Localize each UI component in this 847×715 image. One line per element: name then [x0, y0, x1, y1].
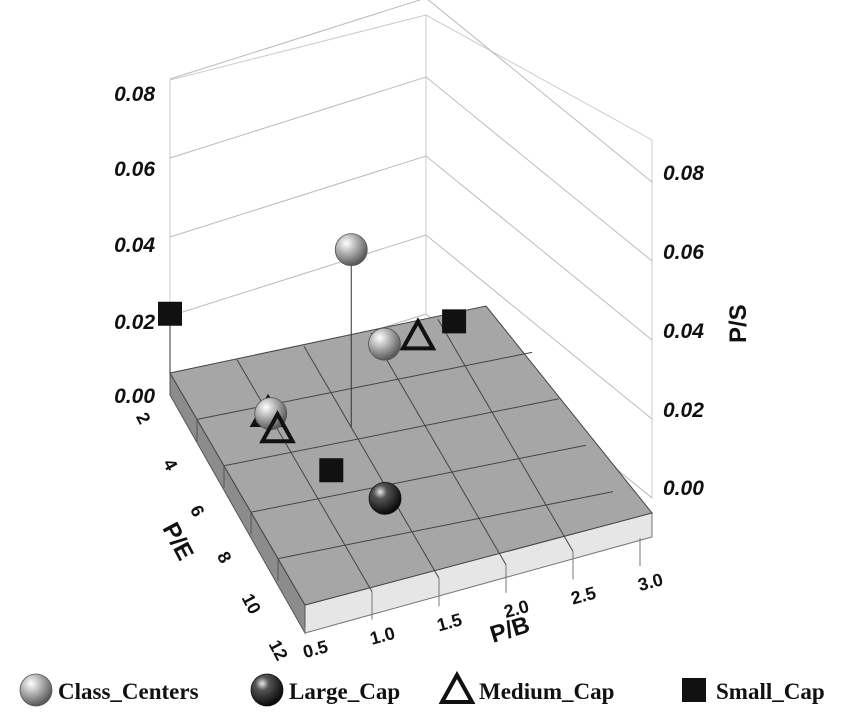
y-tick-label: 10: [238, 590, 265, 617]
y-tick-label: 12: [265, 637, 292, 664]
legend-item-large-cap: Large_Cap: [250, 673, 400, 707]
small-cap-marker: [442, 309, 467, 334]
data-markers: [158, 233, 467, 515]
floor-gridline: [277, 491, 614, 560]
wall-gridline: [169, 0, 653, 183]
wall-gridline: [169, 234, 653, 420]
wall-gridline: [169, 76, 653, 262]
legend-label: Small_Cap: [716, 679, 825, 704]
medium-cap-marker: [259, 410, 296, 444]
floor-gridline: [250, 444, 587, 513]
floor-gridline: [236, 359, 373, 592]
z-tick-label-right: 0.04: [663, 320, 704, 343]
floor-gridline: [303, 345, 440, 579]
z-tick-label-right: 0.08: [663, 162, 704, 185]
legend-item-class-centers: Class_Centers: [19, 673, 199, 707]
z-axis-left-ticks: 0.00 0.02 0.04 0.06 0.08: [114, 83, 155, 408]
legend-label: Class_Centers: [58, 679, 199, 704]
x-axis-label: P/B: [487, 611, 533, 649]
z-axis-right-ticks: 0.00 0.02 0.04 0.06 0.08: [663, 162, 704, 500]
z-tick-label-right: 0.06: [663, 241, 704, 264]
z-axis-label: P/S: [725, 304, 752, 343]
legend-label: Large_Cap: [289, 679, 400, 704]
legend-label: Medium_Cap: [479, 679, 614, 704]
z-tick-label-right: 0.02: [663, 399, 704, 422]
y-tick-label: 4: [159, 455, 181, 473]
class-centers-legend-symbol: [19, 673, 53, 707]
z-tick-label-left: 0.00: [114, 385, 155, 408]
class-centers-marker: [334, 233, 368, 267]
small-cap-marker: [158, 301, 182, 326]
large-cap-legend-symbol: [250, 673, 284, 707]
x-tick-label: 1.0: [368, 623, 397, 649]
z-tick-label-left: 0.04: [114, 234, 155, 257]
wall-gridline: [169, 155, 653, 341]
floor-gridlines: [169, 319, 641, 633]
z-tick-label-left: 0.08: [114, 83, 155, 106]
medium-cap-marker: [399, 317, 437, 351]
x-tick-label: 1.5: [435, 610, 464, 636]
x-axis-ticks: 0.51.01.52.02.53.0: [301, 569, 665, 662]
small-cap-marker: [319, 458, 344, 483]
floor-gridline: [196, 351, 533, 420]
legend: Class_Centers Large_Cap Medium_Cap Small_Ca…: [19, 670, 825, 707]
x-tick-label: 0.5: [301, 636, 330, 662]
y-tick-label: 6: [186, 502, 208, 520]
z-tick-label-right: 0.00: [663, 477, 704, 500]
medium-cap-legend-symbol: [438, 670, 476, 704]
y-axis-label: P/E: [157, 518, 199, 565]
floor-gridline: [223, 398, 560, 467]
floor-gridline: [370, 332, 507, 566]
small-cap-legend-symbol: [682, 678, 706, 702]
x-tick-label: 3.0: [636, 569, 665, 595]
class-centers-marker: [368, 327, 401, 361]
z-tick-label-left: 0.06: [114, 158, 155, 181]
floor-gridline: [437, 319, 574, 552]
legend-item-medium-cap: Medium_Cap: [438, 670, 614, 704]
legend-item-small-cap: Small_Cap: [682, 678, 825, 704]
large-cap-marker: [368, 481, 402, 515]
z-tick-label-left: 0.02: [114, 311, 155, 334]
x-tick-label: 2.5: [569, 583, 598, 609]
y-tick-label: 2: [132, 409, 154, 427]
floor-plane: [169, 305, 653, 635]
y-tick-label: 8: [213, 548, 235, 566]
